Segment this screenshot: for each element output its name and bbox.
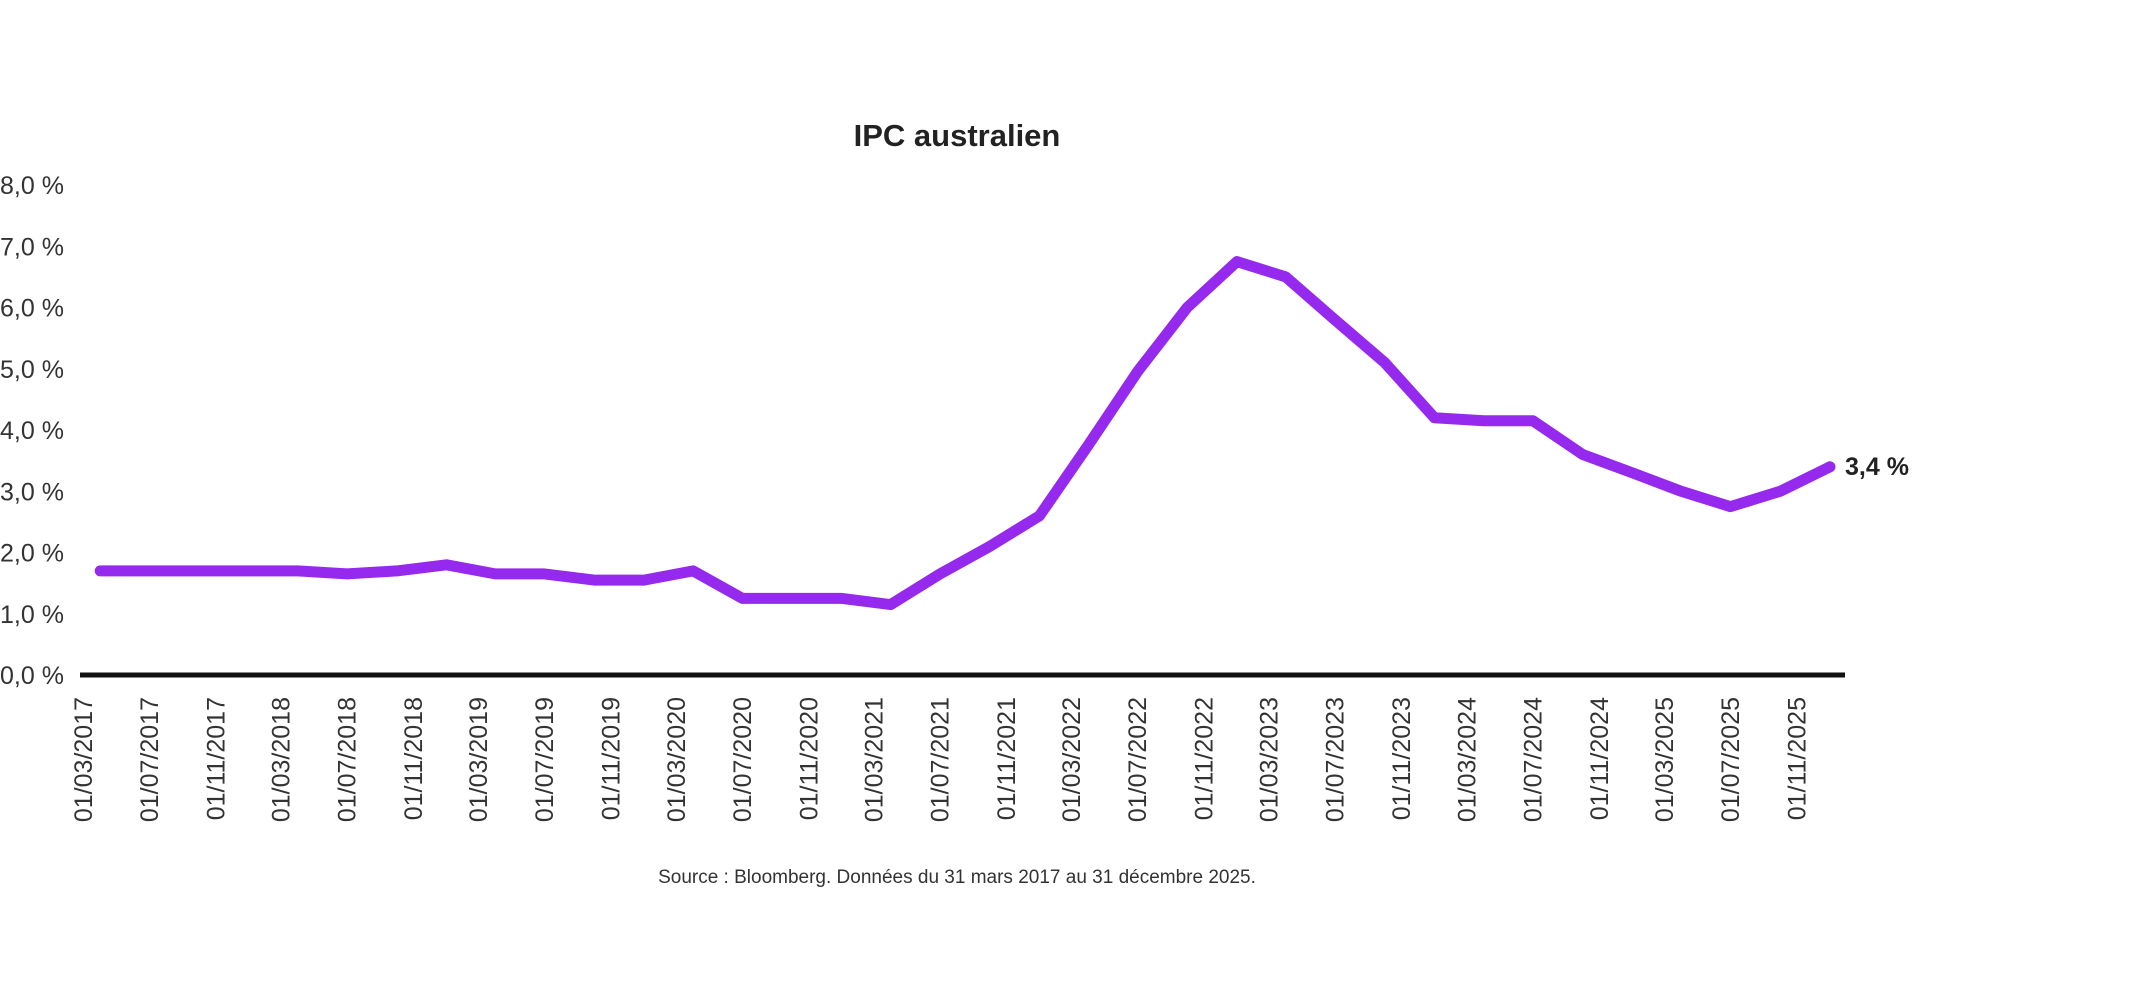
x-tick-label: 01/03/2023: [1255, 697, 1283, 822]
x-tick-label: 01/07/2022: [1124, 697, 1152, 822]
x-tick-label: 01/07/2023: [1321, 697, 1349, 822]
y-tick-label: 2,0 %: [0, 540, 64, 568]
chart-title: IPC australien: [854, 118, 1061, 153]
x-tick-label: 01/03/2024: [1453, 697, 1481, 822]
series-line: [94, 256, 1836, 611]
x-tick-label: 01/03/2018: [267, 697, 295, 822]
x-tick-label: 01/11/2020: [796, 697, 824, 820]
y-tick-label: 0,0 %: [0, 662, 64, 690]
y-tick-label: 6,0 %: [0, 295, 64, 323]
x-axis-ticks: 01/03/2017 01/07/2017 01/11/2017 01/03/2018…: [70, 697, 1812, 822]
y-tick-label: 7,0 %: [0, 233, 64, 261]
y-tick-label: 8,0 %: [0, 172, 64, 200]
x-tick-label: 01/11/2023: [1388, 697, 1416, 820]
x-tick-label: 01/11/2017: [203, 697, 231, 820]
x-tick-label: 01/11/2021: [993, 697, 1021, 820]
x-tick-label: 01/11/2019: [598, 697, 626, 820]
x-tick-label: 01/11/2024: [1586, 697, 1614, 820]
x-tick-label: 01/03/2025: [1651, 697, 1679, 822]
x-tick-label: 01/07/2018: [333, 697, 361, 822]
x-tick-label: 01/11/2018: [400, 697, 428, 820]
x-tick-label: 01/03/2019: [465, 697, 493, 822]
y-tick-label: 4,0 %: [0, 417, 64, 445]
x-tick-label: 01/03/2021: [860, 697, 888, 822]
x-tick-label: 01/07/2024: [1519, 697, 1547, 822]
x-tick-label: 01/07/2019: [531, 697, 559, 822]
x-tick-label: 01/07/2020: [729, 697, 757, 822]
x-tick-label: 01/03/2022: [1058, 697, 1086, 822]
end-value-label: 3,4 %: [1845, 453, 1909, 481]
x-tick-label: 01/07/2025: [1717, 697, 1745, 822]
x-tick-label: 01/07/2017: [136, 697, 164, 822]
x-tick-label: 01/03/2017: [70, 697, 98, 822]
x-tick-label: 01/03/2020: [663, 697, 691, 822]
y-axis-ticks: 0,0 % 1,0 % 2,0 % 3,0 % 4,0 % 5,0 % 6,0 % 7,0 %…: [0, 172, 64, 690]
source-note: Source : Bloomberg. Données du 31 mars 2…: [658, 867, 1256, 888]
y-tick-label: 5,0 %: [0, 356, 64, 384]
x-tick-label: 01/11/2022: [1191, 697, 1219, 820]
x-tick-label: 01/11/2025: [1784, 697, 1812, 820]
x-tick-label: 01/07/2021: [926, 697, 954, 822]
y-tick-label: 1,0 %: [0, 601, 64, 629]
y-tick-label: 3,0 %: [0, 478, 64, 506]
